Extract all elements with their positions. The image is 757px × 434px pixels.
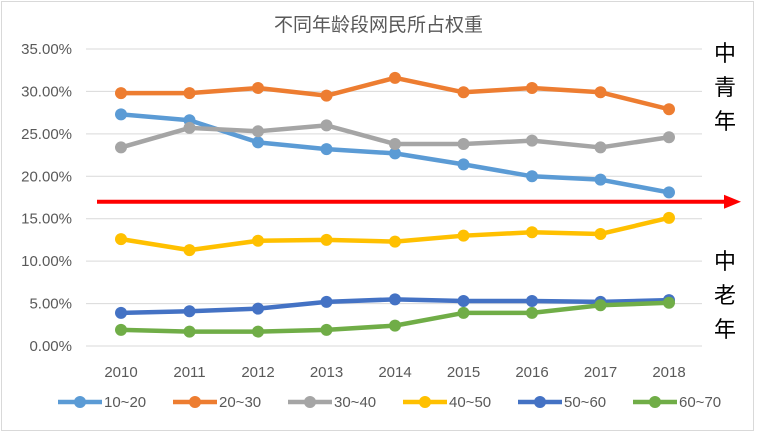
data-point-60~70 xyxy=(320,323,333,336)
data-point-40~50 xyxy=(457,229,470,242)
data-point-50~60 xyxy=(252,302,264,315)
data-point-40~50 xyxy=(663,211,675,224)
data-point-60~70 xyxy=(252,325,264,338)
legend-label: 30~40 xyxy=(334,394,376,411)
chart-title: 不同年龄段网民所占权重 xyxy=(273,14,483,36)
data-point-10~20 xyxy=(526,170,538,183)
x-tick-label: 2015 xyxy=(447,364,480,381)
data-point-20~30 xyxy=(389,71,401,84)
data-point-20~30 xyxy=(183,87,196,100)
data-point-10~20 xyxy=(115,108,127,121)
legend-label: 40~50 xyxy=(449,394,491,411)
data-point-10~20 xyxy=(320,143,333,156)
y-tick-label: 35.00% xyxy=(21,41,72,58)
data-point-40~50 xyxy=(252,234,264,247)
data-point-50~60 xyxy=(320,295,333,308)
data-point-60~70 xyxy=(594,299,607,312)
x-tick-label: 2013 xyxy=(310,364,343,381)
legend-marker-60~70 xyxy=(649,396,661,408)
x-tick-label: 2011 xyxy=(173,364,205,381)
data-point-20~30 xyxy=(526,82,538,95)
data-point-40~50 xyxy=(183,244,196,257)
data-point-60~70 xyxy=(115,323,127,336)
data-point-40~50 xyxy=(526,226,538,239)
legend-marker-50~60 xyxy=(534,396,546,408)
x-tick-label: 2012 xyxy=(241,364,274,381)
data-point-30~40 xyxy=(526,134,538,147)
data-point-60~70 xyxy=(526,306,538,319)
legend-marker-10~20 xyxy=(74,396,86,408)
y-tick-label: 15.00% xyxy=(21,211,72,228)
data-point-10~20 xyxy=(457,158,470,171)
data-point-30~40 xyxy=(320,119,333,132)
x-tick-label: 2016 xyxy=(515,364,548,381)
x-tick-label: 2010 xyxy=(104,364,137,381)
y-tick-label: 30.00% xyxy=(21,83,72,100)
data-point-40~50 xyxy=(594,227,607,240)
data-point-20~30 xyxy=(320,89,333,102)
lower-group-label: 中老年 xyxy=(713,250,736,343)
data-point-10~20 xyxy=(252,136,264,149)
data-point-60~70 xyxy=(389,319,401,332)
data-point-20~30 xyxy=(457,86,470,99)
y-tick-label: 10.00% xyxy=(21,253,72,270)
legend-label: 60~70 xyxy=(679,394,721,411)
data-point-30~40 xyxy=(183,121,196,134)
data-point-30~40 xyxy=(663,131,675,144)
legend-marker-40~50 xyxy=(419,396,431,408)
data-point-10~20 xyxy=(389,147,401,160)
x-tick-label: 2014 xyxy=(378,364,411,381)
data-point-30~40 xyxy=(252,125,264,138)
data-point-50~60 xyxy=(389,293,401,306)
legend-marker-20~30 xyxy=(189,396,201,408)
data-point-20~30 xyxy=(115,87,127,100)
data-point-50~60 xyxy=(115,306,127,319)
data-point-30~40 xyxy=(594,141,607,154)
y-tick-label: 20.00% xyxy=(21,168,72,185)
data-point-30~40 xyxy=(457,138,470,151)
data-point-30~40 xyxy=(389,138,401,151)
data-point-60~70 xyxy=(183,325,196,338)
arrow-head-icon xyxy=(724,194,741,209)
data-point-50~60 xyxy=(183,305,196,318)
legend-label: 10~20 xyxy=(104,394,146,411)
legend-label: 50~60 xyxy=(564,394,606,411)
legend-label: 20~30 xyxy=(219,394,261,411)
data-point-40~50 xyxy=(320,233,333,246)
data-point-30~40 xyxy=(115,141,127,154)
x-tick-label: 2017 xyxy=(584,364,617,381)
data-point-20~30 xyxy=(252,82,264,95)
data-point-40~50 xyxy=(115,233,127,246)
data-point-40~50 xyxy=(389,235,401,248)
data-point-60~70 xyxy=(457,306,470,319)
y-tick-label: 25.00% xyxy=(21,126,72,143)
y-tick-label: 5.00% xyxy=(29,296,72,313)
data-point-20~30 xyxy=(594,86,607,99)
upper-group-label: 中青年 xyxy=(713,42,736,135)
data-point-20~30 xyxy=(663,103,675,116)
data-point-10~20 xyxy=(663,186,675,199)
data-point-60~70 xyxy=(663,296,675,309)
data-point-10~20 xyxy=(594,173,607,186)
data-point-50~60 xyxy=(526,295,538,308)
x-tick-label: 2018 xyxy=(652,364,685,381)
y-tick-label: 0.00% xyxy=(29,338,72,355)
legend-marker-30~40 xyxy=(304,396,316,408)
data-point-50~60 xyxy=(457,295,470,308)
